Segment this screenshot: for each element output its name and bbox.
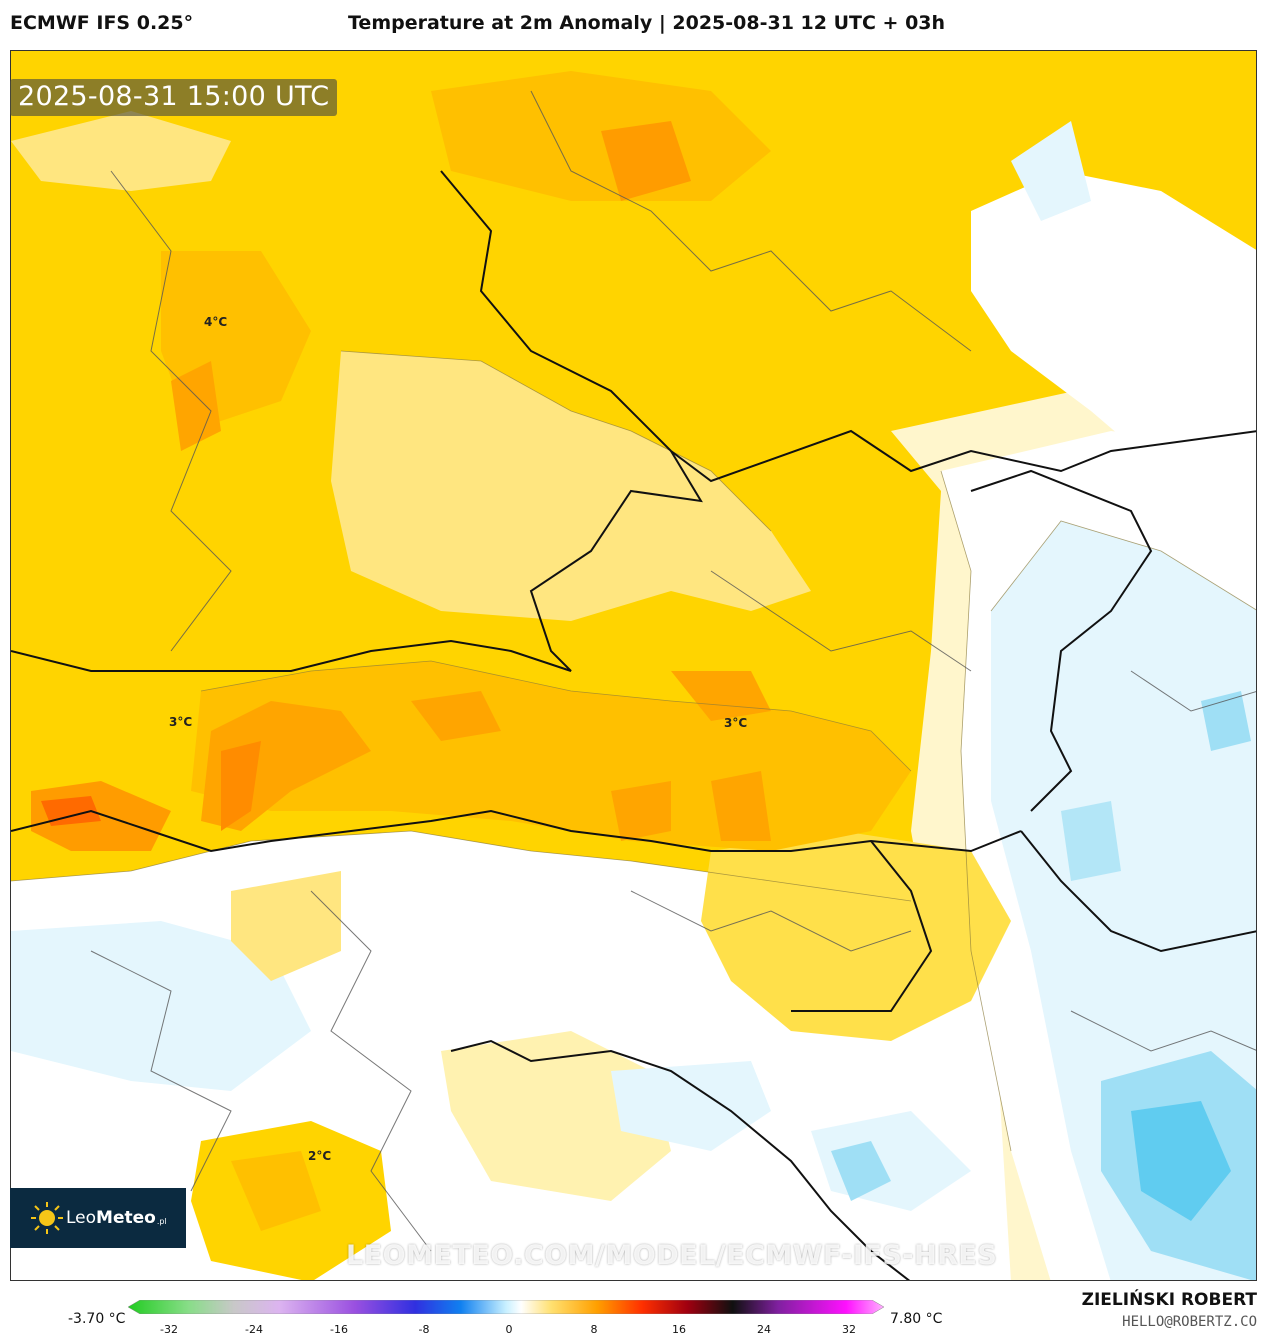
region-borders [90,90,1256,1252]
map-title: Temperature at 2m Anomaly | 2025-08-31 1… [348,12,946,34]
contour-label-3c-east: 3°C [724,716,747,730]
legend-tick: 24 [757,1323,771,1336]
anomaly-fill-cool-northeast [1011,121,1091,221]
logo-brand-bold: Leo [66,1208,97,1228]
model-url-watermark[interactable]: LEOMETEO.COM/MODEL/ECMWF-IFS-HRES [346,1240,998,1271]
contour-label-4c: 4°C [204,315,227,329]
logo-text: LeoMeteo [66,1208,156,1228]
color-scale-bar [128,1300,884,1314]
anomaly-fill-light-central [331,351,811,621]
anomaly-fill-warm-north [601,121,691,201]
anomaly-fill-warm-austria [671,671,771,721]
anomaly-fill-moderate-italy [231,1151,321,1231]
legend-tick: 8 [590,1323,598,1336]
map-canvas: 4°C 3°C 3°C 2°C [11,51,1256,1280]
legend-tick: 0 [505,1323,513,1336]
valid-time-badge: 2025-08-31 15:00 UTC [10,79,338,116]
contour-label-2c: 2°C [308,1149,331,1163]
anomaly-fill-mild-slovenia [701,831,1011,1041]
anomaly-fill-cold-southeast [1131,1101,1231,1221]
legend-tick: -32 [160,1323,178,1336]
anomaly-fill-cooler-croatia [831,1141,891,1201]
legend-min-value: -3.70 °C [68,1311,126,1327]
anomaly-fill-strong-alps [221,741,261,831]
legend-max-value: 7.80 °C [890,1311,943,1327]
anomaly-fill-cool-patch-2 [1201,691,1251,751]
anomaly-fill-warm-carinthia [611,781,671,841]
anomaly-fill-cool-patch [1061,801,1121,881]
contour-label-3c-west: 3°C [169,715,192,729]
anomaly-fill-neutral-northeast [971,171,1256,471]
sun-icon [31,1202,63,1234]
leometeo-logo[interactable]: LeoMeteo .pl [10,1188,186,1248]
anomaly-fill-cool-southwest [11,921,311,1091]
isotherm-lines [11,350,1256,1152]
anomaly-fill-light-northwest [11,111,231,191]
legend-tick: -24 [245,1323,263,1336]
logo-brand-rest: Meteo [96,1208,156,1228]
model-name: ECMWF IFS 0.25° [10,12,194,34]
legend-tick: -16 [330,1323,348,1336]
legend-tick: 32 [842,1323,856,1336]
country-borders [11,170,1256,1280]
anomaly-fill-warm-tirol [411,691,501,741]
temperature-anomaly-map[interactable]: 4°C 3°C 3°C 2°C [10,50,1257,1281]
anomaly-fill-strong-west [41,796,101,826]
anomaly-fill-cool-istria [611,1061,771,1151]
legend-tick: -8 [418,1323,430,1336]
anomaly-fill-warm-styria [711,771,771,841]
legend-tick: 16 [672,1323,686,1336]
logo-suffix: .pl [156,1216,167,1226]
author-email[interactable]: HELLO@ROBERTZ.CO [1122,1314,1257,1330]
anomaly-fill-light-south-1 [231,871,341,981]
author-name: ZIELIŃSKI ROBERT [1081,1290,1257,1310]
